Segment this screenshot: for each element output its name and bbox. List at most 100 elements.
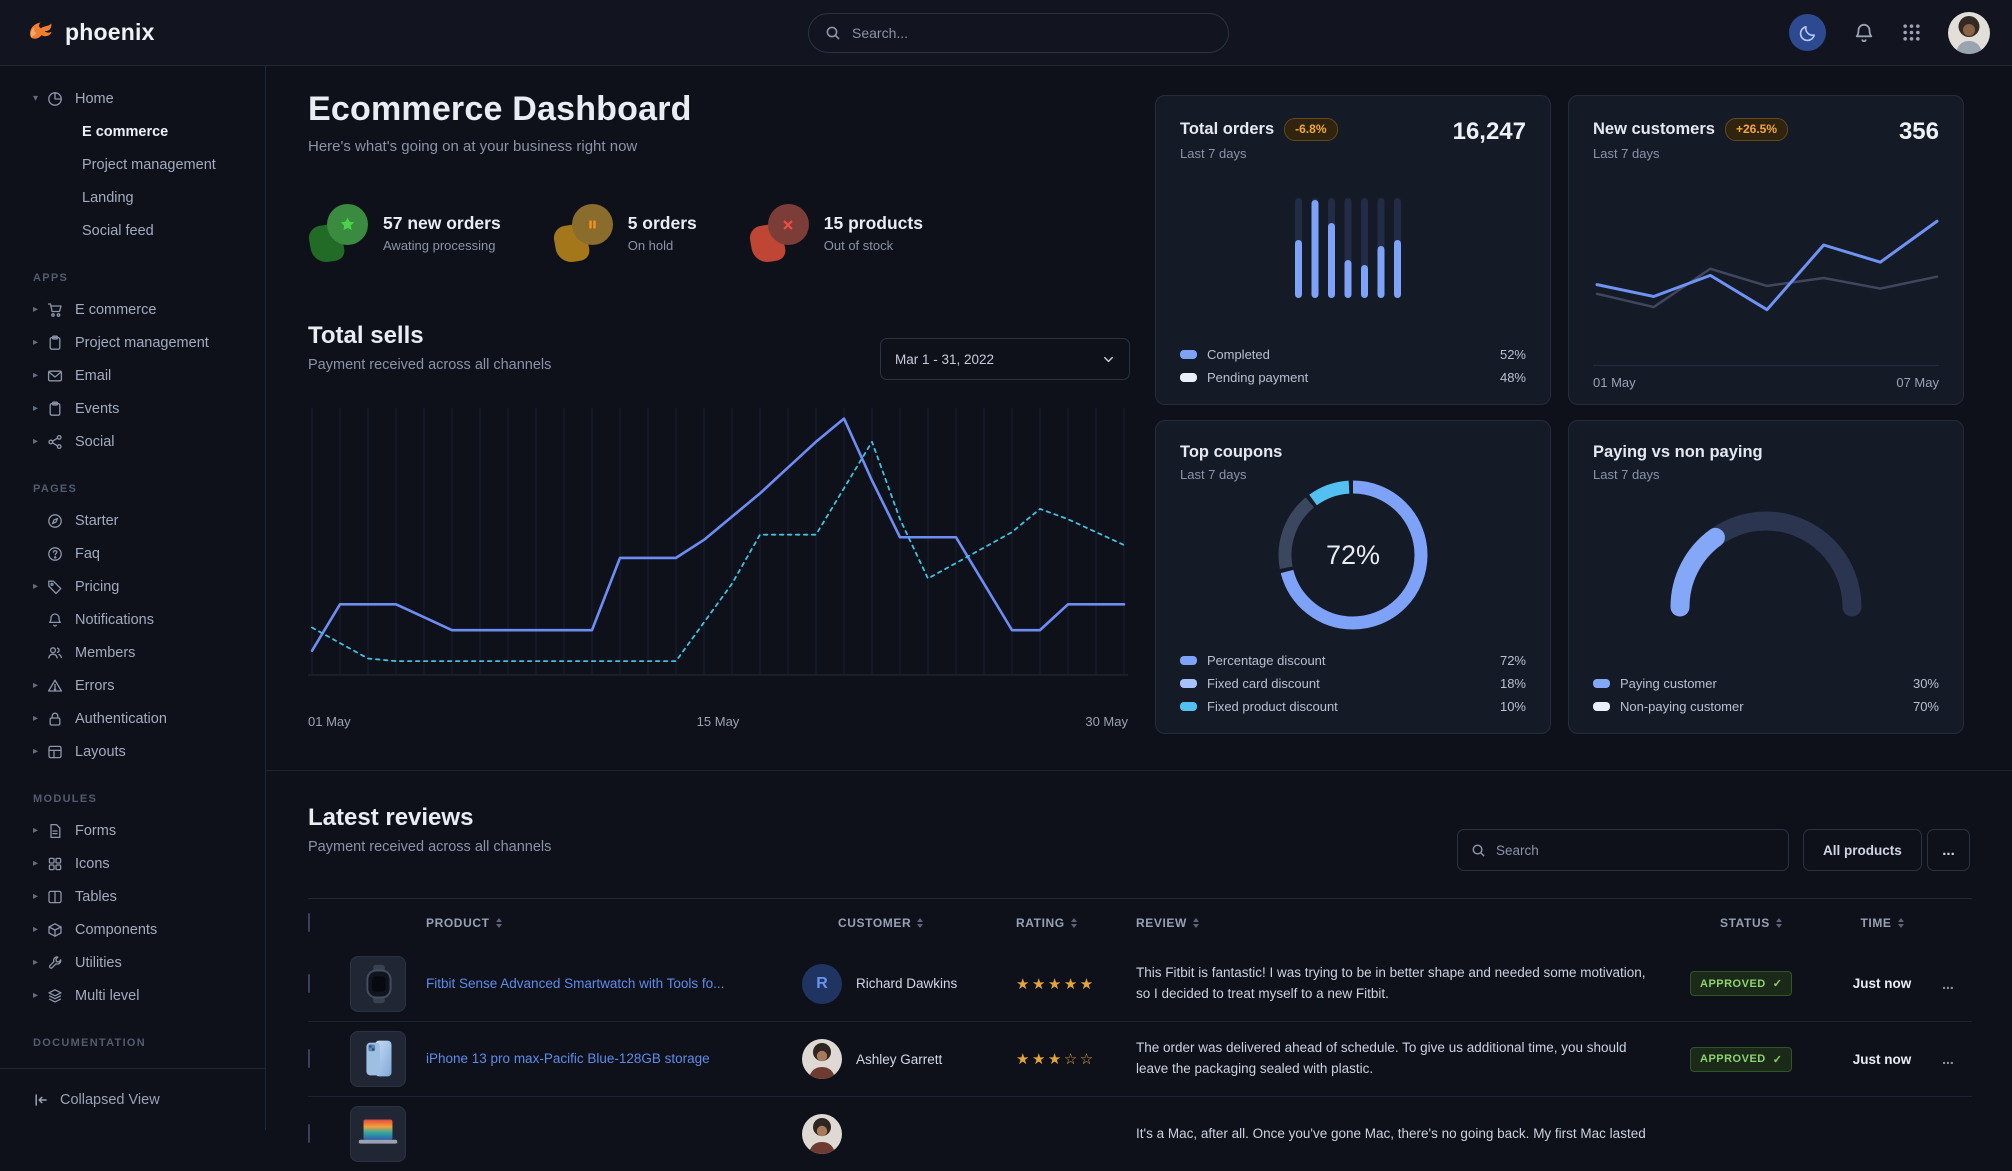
navbar-actions	[1789, 11, 1990, 54]
sidebar-item-starter[interactable]: Starter	[33, 504, 253, 537]
reviews-more-button[interactable]: ...	[1927, 829, 1970, 871]
sidebar-item-events[interactable]: ▸ Events	[33, 392, 253, 425]
sort-icon	[1897, 917, 1904, 928]
compass-icon	[47, 513, 64, 529]
column-header-time[interactable]: TIME	[1840, 916, 1924, 930]
search-icon	[825, 25, 841, 41]
product-thumbnail-iphone[interactable]	[350, 1031, 406, 1087]
global-search-input[interactable]	[852, 25, 1212, 41]
caret-right-icon: ▸	[33, 713, 39, 724]
select-all-checkbox[interactable]	[308, 912, 310, 932]
customer-name[interactable]: Ashley Garrett	[856, 1051, 943, 1067]
caret-right-icon: ▸	[33, 990, 39, 1001]
question-icon	[47, 546, 64, 562]
row-menu-button[interactable]: ...	[1942, 1051, 1954, 1067]
status-badge: APPROVED ✓	[1690, 1046, 1793, 1072]
sidebar-item-label: E commerce	[75, 301, 157, 318]
sidebar-item-members[interactable]: Members	[33, 636, 253, 669]
notifications-button[interactable]	[1853, 22, 1875, 44]
row-checkbox[interactable]	[308, 1049, 310, 1068]
row-select-cell	[308, 1049, 350, 1068]
caret-down-icon: ▾	[33, 93, 39, 104]
sidebar-item-tables[interactable]: ▸ Tables	[33, 880, 253, 913]
legend-item: Completed 52%	[1180, 343, 1526, 366]
donut-center-label: 72%	[1325, 539, 1381, 570]
sidebar-item-project-management[interactable]: ▸ Project management	[33, 326, 253, 359]
theme-toggle-button[interactable]	[1789, 14, 1826, 51]
envelope-icon	[47, 368, 64, 384]
sidebar-item-label: Notifications	[75, 611, 154, 628]
status-cell: APPROVED ✓	[1690, 1046, 1840, 1072]
customer-avatar[interactable]	[802, 1039, 842, 1079]
sidebar-item-label: Home	[75, 90, 114, 107]
sidebar-subitem-social-feed[interactable]: Social feed	[82, 222, 154, 239]
total-sells-header: Total sells Payment received across all …	[308, 322, 551, 373]
legend-swatch	[1180, 702, 1197, 711]
sidebar-item-icons[interactable]: ▸ Icons	[33, 847, 253, 880]
row-menu-button[interactable]: ...	[1942, 975, 1954, 992]
column-header-rating[interactable]: RATING	[1016, 916, 1128, 930]
sidebar-item-social[interactable]: ▸ Social	[33, 425, 253, 458]
user-avatar[interactable]	[1948, 11, 1990, 54]
reviews-search[interactable]	[1457, 829, 1789, 871]
customer-avatar[interactable]	[802, 1114, 842, 1154]
sidebar-item-errors[interactable]: ▸ Errors	[33, 669, 253, 702]
sidebar-section-label: DOCUMENTATION	[33, 1037, 147, 1049]
column-header-status[interactable]: STATUS	[1690, 916, 1840, 930]
sidebar-item-label: Social	[75, 433, 115, 450]
new-customers-value: 356	[1898, 118, 1939, 145]
total-sells-subtitle: Payment received across all channels	[308, 357, 552, 373]
product-link[interactable]: iPhone 13 pro max-Pacific Blue-128GB sto…	[426, 1051, 710, 1066]
sidebar-item-faq[interactable]: Faq	[33, 537, 253, 570]
all-products-button[interactable]: All products	[1803, 829, 1922, 871]
reviews-table: PRODUCT CUSTOMER RATING REVIEW STATUS TIME Fi…	[308, 898, 1972, 1171]
sidebar-item-e-commerce[interactable]: ▸ E commerce	[33, 293, 253, 326]
stat-text: 57 new orders Awating processing	[383, 213, 501, 253]
sidebar-item-notifications[interactable]: Notifications	[33, 603, 253, 636]
product-cell: iPhone 13 pro max-Pacific Blue-128GB sto…	[426, 1050, 802, 1068]
column-label: STATUS	[1720, 915, 1770, 930]
grid-dots-icon	[1902, 23, 1921, 42]
total-orders-bar-chart	[1295, 198, 1401, 298]
column-header-review[interactable]: REVIEW	[1128, 916, 1690, 930]
product-thumbnail-smartwatch[interactable]	[350, 955, 406, 1012]
sidebar-item-label: Errors	[75, 677, 115, 694]
stat-value: 5 orders	[627, 213, 697, 233]
apps-grid-button[interactable]	[1902, 23, 1921, 42]
status-label: APPROVED	[1700, 977, 1766, 990]
column-label: PRODUCT	[426, 915, 490, 930]
caret-right-icon: ▸	[33, 581, 39, 592]
reviews-search-input[interactable]	[1496, 842, 1775, 858]
global-search[interactable]	[808, 13, 1229, 53]
sidebar-item-utilities[interactable]: ▸ Utilities	[33, 946, 253, 979]
legend-swatch	[1593, 702, 1610, 711]
sidebar-subitem-project-management[interactable]: Project management	[82, 156, 216, 173]
sidebar-item-authentication[interactable]: ▸ Authentication	[33, 702, 253, 735]
status-cell: APPROVED ✓	[1690, 971, 1840, 996]
sidebar-item-home[interactable]: ▾ Home	[33, 82, 253, 115]
sidebar-item-multi-level[interactable]: ▸ Multi level	[33, 979, 253, 1012]
product-link[interactable]: Fitbit Sense Advanced Smartwatch with To…	[426, 975, 725, 991]
column-header-product[interactable]: PRODUCT	[426, 916, 802, 930]
x-tick: 15 May	[696, 714, 740, 729]
date-range-select[interactable]: Mar 1 - 31, 2022	[880, 338, 1130, 380]
caret-right-icon: ▸	[33, 436, 39, 447]
collapse-sidebar-button[interactable]: Collapsed View	[0, 1068, 265, 1130]
brand-logo[interactable]: phoenix	[26, 18, 155, 47]
sidebar-item-forms[interactable]: ▸ Forms	[33, 814, 253, 847]
box-icon	[47, 922, 64, 938]
sidebar-subitem-e-commerce[interactable]: E commerce	[82, 123, 169, 140]
sidebar-item-components[interactable]: ▸ Components	[33, 913, 253, 946]
sidebar-item-layouts[interactable]: ▸ Layouts	[33, 735, 253, 768]
customer-name[interactable]: Richard Dawkins	[856, 976, 958, 991]
x-icon	[767, 204, 809, 245]
product-thumbnail-macbook[interactable]	[350, 1106, 406, 1162]
sidebar-item-pricing[interactable]: ▸ Pricing	[33, 570, 253, 603]
sidebar-subitem-landing[interactable]: Landing	[82, 189, 134, 206]
column-header-customer[interactable]: CUSTOMER	[802, 916, 1016, 930]
row-checkbox[interactable]	[308, 1124, 310, 1143]
customer-avatar[interactable]: R	[802, 963, 842, 1004]
row-select-cell	[308, 1124, 350, 1143]
sidebar-item-email[interactable]: ▸ Email	[33, 359, 253, 392]
row-checkbox[interactable]	[308, 973, 310, 993]
